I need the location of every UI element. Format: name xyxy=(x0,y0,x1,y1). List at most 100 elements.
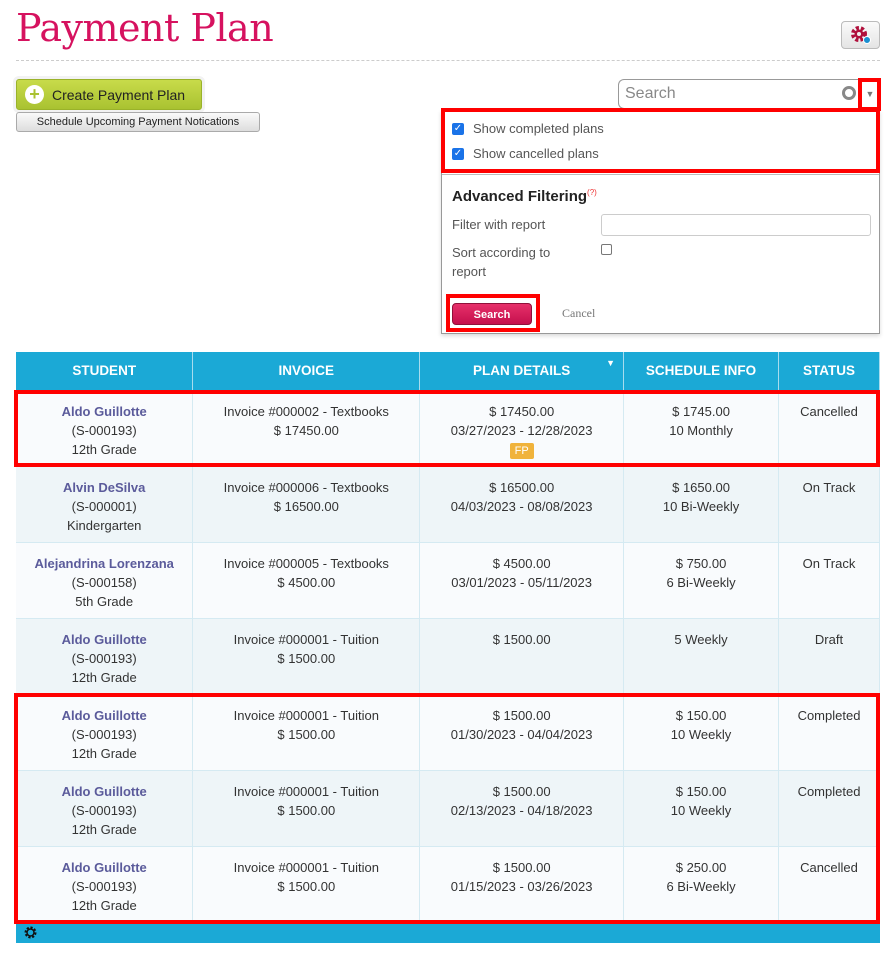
student-cell: Aldo Guillotte (S-000193) 12th Grade xyxy=(16,389,194,466)
plan-details-cell: $ 1500.00 xyxy=(419,617,625,694)
plan-amount: $ 1500.00 xyxy=(492,631,551,647)
plan-details-cell: $ 17450.00 03/27/2023 - 12/28/2023 FP xyxy=(419,389,625,466)
schedule-cell: 5 Weekly xyxy=(623,617,779,694)
plan-amount: $ 16500.00 xyxy=(489,479,555,495)
checkbox-label: Show completed plans xyxy=(473,121,604,136)
panel-cancel-button[interactable]: Cancel xyxy=(562,306,596,320)
student-name-link[interactable]: Alejandrina Lorenzana xyxy=(34,555,174,571)
schedule-cell: $ 250.00 6 Bi-Weekly xyxy=(623,845,779,922)
status-text: On Track xyxy=(802,555,856,571)
table-row[interactable]: Aldo Guillotte (S-000193) 12th Grade Invoi… xyxy=(16,769,880,846)
search-input[interactable]: Search xyxy=(618,79,860,109)
show-cancelled-checkbox[interactable]: ✓ Show cancelled plans xyxy=(452,146,599,161)
page-title: Payment Plan xyxy=(16,6,274,50)
plan-amount: $ 1500.00 xyxy=(492,859,551,875)
plan-amount: $ 1500.00 xyxy=(492,783,551,799)
student-name-link[interactable]: Aldo Guillotte xyxy=(61,859,147,875)
search-icon[interactable] xyxy=(842,86,856,100)
invoice-cell: Invoice #000001 - Tuition $ 1500.00 xyxy=(192,845,421,922)
caret-down-icon: ▼ xyxy=(865,89,875,99)
col-student[interactable]: STUDENT xyxy=(16,352,194,390)
student-name-link[interactable]: Aldo Guillotte xyxy=(61,707,147,723)
gear-icon xyxy=(850,26,871,44)
gear-icon[interactable] xyxy=(24,926,37,939)
invoice-amount: $ 1500.00 xyxy=(277,650,336,666)
status-text: Draft xyxy=(814,631,844,647)
table-row[interactable]: Aldo Guillotte (S-000193) 12th Grade Invoi… xyxy=(16,845,880,922)
student-cell: Aldo Guillotte (S-000193) 12th Grade xyxy=(16,845,194,922)
schedule-amount: $ 1745.00 xyxy=(672,403,730,419)
student-cell: Aldo Guillotte (S-000193) 12th Grade xyxy=(16,617,194,694)
status-cell: Cancelled xyxy=(778,389,880,466)
table-footer xyxy=(16,922,880,943)
student-name-link[interactable]: Aldo Guillotte xyxy=(61,783,147,799)
schedule-frequency: 10 Monthly xyxy=(669,422,733,438)
schedule-amount: $ 250.00 xyxy=(675,859,727,875)
plan-details-cell: $ 16500.00 04/03/2023 - 08/08/2023 xyxy=(419,465,625,542)
invoice-amount: $ 16500.00 xyxy=(273,498,339,514)
status-cell: On Track xyxy=(778,541,880,618)
plan-details-cell: $ 1500.00 01/30/2023 - 04/04/2023 xyxy=(419,693,625,770)
schedule-amount: $ 1650.00 xyxy=(672,479,730,495)
student-name-link[interactable]: Alvin DeSilva xyxy=(63,479,146,495)
invoice-cell: Invoice #000001 - Tuition $ 1500.00 xyxy=(192,617,421,694)
fp-badge: FP xyxy=(509,442,534,459)
filter-report-input[interactable] xyxy=(601,214,871,236)
settings-button[interactable] xyxy=(841,21,880,49)
create-label: Create Payment Plan xyxy=(52,86,186,103)
plan-details-cell: $ 4500.00 03/01/2023 - 05/11/2023 xyxy=(419,541,625,618)
table-row[interactable]: Aldo Guillotte (S-000193) 12th Grade Invoi… xyxy=(16,389,880,466)
sort-report-checkbox[interactable] xyxy=(601,244,612,255)
invoice-cell: Invoice #000005 - Textbooks $ 4500.00 xyxy=(192,541,421,618)
invoice-title: Invoice #000001 - Tuition xyxy=(233,859,379,875)
student-id: (S-000158) xyxy=(71,574,137,590)
student-id: (S-000193) xyxy=(71,726,137,742)
invoice-cell: Invoice #000001 - Tuition $ 1500.00 xyxy=(192,769,421,846)
filter-panel: ✓ Show completed plans ✓ Show cancelled pl… xyxy=(441,110,880,334)
col-invoice[interactable]: INVOICE xyxy=(192,352,421,390)
divider xyxy=(16,60,880,61)
payment-plans-table: STUDENT INVOICE PLAN DETAILS ▼ SCHEDULE I… xyxy=(16,352,880,922)
col-schedule-info[interactable]: SCHEDULE INFO xyxy=(623,352,779,390)
schedule-frequency: 10 Weekly xyxy=(670,726,732,742)
invoice-cell: Invoice #000002 - Textbooks $ 17450.00 xyxy=(192,389,421,466)
help-icon[interactable]: (?) xyxy=(587,188,597,197)
schedule-amount: 5 Weekly xyxy=(674,631,728,647)
plan-details-cell: $ 1500.00 01/15/2023 - 03/26/2023 xyxy=(419,845,625,922)
table-row[interactable]: Aldo Guillotte (S-000193) 12th Grade Invoi… xyxy=(16,693,880,770)
plan-details-cell: $ 1500.00 02/13/2023 - 04/18/2023 xyxy=(419,769,625,846)
invoice-cell: Invoice #000001 - Tuition $ 1500.00 xyxy=(192,693,421,770)
plan-dates: 04/03/2023 - 08/08/2023 xyxy=(450,498,593,514)
col-status[interactable]: STATUS xyxy=(778,352,880,390)
schedule-notifications-button[interactable]: Schedule Upcoming Payment Notications xyxy=(16,112,260,132)
student-cell: Alejandrina Lorenzana (S-000158) 5th Grade xyxy=(16,541,194,618)
status-cell: Cancelled xyxy=(778,845,880,922)
table-row[interactable]: Alejandrina Lorenzana (S-000158) 5th Grade… xyxy=(16,541,880,618)
table-row[interactable]: Aldo Guillotte (S-000193) 12th Grade Invoi… xyxy=(16,617,880,694)
create-payment-plan-button[interactable]: + Create Payment Plan xyxy=(16,79,202,110)
student-grade: 12th Grade xyxy=(71,821,137,837)
status-cell: On Track xyxy=(778,465,880,542)
student-name-link[interactable]: Aldo Guillotte xyxy=(61,631,147,647)
filter-dropdown-toggle[interactable]: ▼ xyxy=(860,79,880,109)
student-cell: Aldo Guillotte (S-000193) 12th Grade xyxy=(16,769,194,846)
student-cell: Aldo Guillotte (S-000193) 12th Grade xyxy=(16,693,194,770)
plan-amount: $ 1500.00 xyxy=(492,707,551,723)
search-placeholder: Search xyxy=(625,85,676,102)
table-row[interactable]: Alvin DeSilva (S-000001) Kindergarten Invo… xyxy=(16,465,880,542)
student-name-link[interactable]: Aldo Guillotte xyxy=(61,403,147,419)
student-grade: 12th Grade xyxy=(71,897,137,913)
advanced-filtering-title: Advanced Filtering(?) xyxy=(452,188,597,205)
invoice-cell: Invoice #000006 - Textbooks $ 16500.00 xyxy=(192,465,421,542)
plan-dates: 03/27/2023 - 12/28/2023 xyxy=(450,422,593,438)
student-cell: Alvin DeSilva (S-000001) Kindergarten xyxy=(16,465,194,542)
show-completed-checkbox[interactable]: ✓ Show completed plans xyxy=(452,121,604,136)
student-grade: 12th Grade xyxy=(71,669,137,685)
invoice-amount: $ 1500.00 xyxy=(277,878,336,894)
col-plan-details[interactable]: PLAN DETAILS ▼ xyxy=(419,352,625,390)
plan-amount: $ 17450.00 xyxy=(489,403,555,419)
plan-dates: 01/30/2023 - 04/04/2023 xyxy=(450,726,593,742)
checkbox-label: Show cancelled plans xyxy=(473,146,599,161)
panel-search-button[interactable]: Search xyxy=(452,303,532,325)
plus-icon: + xyxy=(25,85,44,104)
